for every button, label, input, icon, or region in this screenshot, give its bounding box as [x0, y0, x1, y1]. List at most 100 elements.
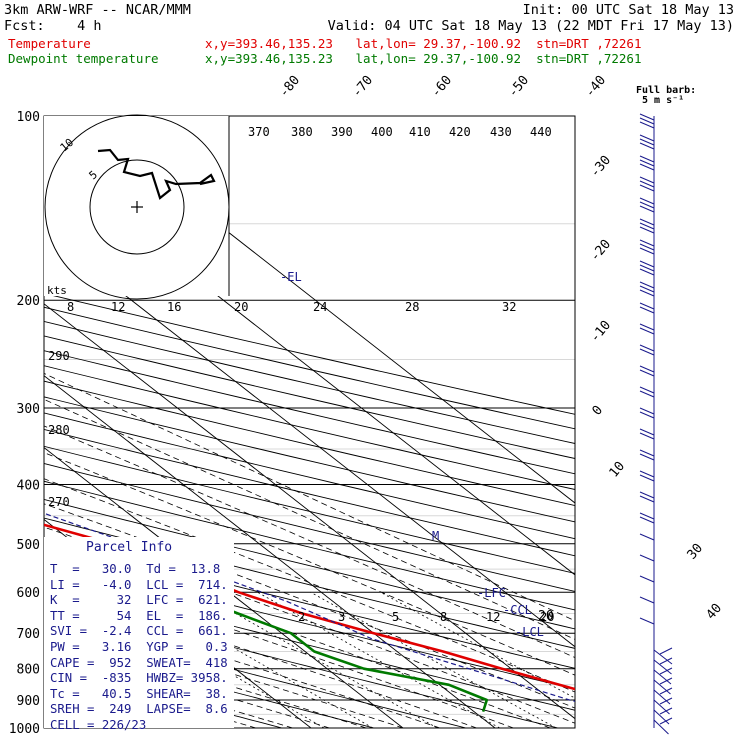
wind-barb: [639, 218, 655, 226]
wind-barb: [639, 323, 655, 331]
moist-adiabat: [44, 601, 440, 728]
wind-barb: [639, 243, 655, 251]
hodo-speed-label: 20: [234, 300, 248, 314]
wind-barb-low: [653, 649, 673, 665]
mixing-ratio-label: 5: [392, 610, 399, 624]
dry-adiabat: [44, 306, 575, 430]
temperature-legend: Temperature: [8, 36, 91, 51]
wind-barb: [639, 239, 655, 247]
isobar-label: 200: [17, 294, 40, 309]
dewpoint-location: x,y=393.46,135.23 lat,lon= 29.37,-100.92…: [205, 51, 642, 66]
theta-label: 430: [490, 125, 512, 139]
isotherm-line: [44, 231, 575, 648]
mixing-ratio-label: 20: [540, 610, 554, 624]
isotherm-label: -70: [350, 73, 377, 101]
theta-label: 440: [530, 125, 552, 139]
isobar-label: 800: [17, 663, 40, 678]
wind-barb: [639, 289, 655, 297]
mixing-ratio-label: 12: [486, 610, 500, 624]
wind-barb: [639, 596, 655, 604]
wind-barb: [639, 260, 655, 268]
wind-barb: [639, 134, 655, 142]
theta-label: 400: [371, 125, 393, 139]
parcel-info-row: TT = 54 EL = 186.: [50, 608, 228, 623]
valid-time: Valid: 04 UTC Sat 18 May 13 (22 MDT Fri …: [327, 18, 734, 34]
wind-barb: [639, 474, 655, 482]
wind-barb-low: [659, 697, 673, 705]
wind-barb: [639, 554, 655, 562]
wind-barb: [639, 365, 655, 373]
wind-barb: [639, 247, 655, 255]
wind-barb: [639, 516, 655, 524]
wind-barb: [639, 159, 655, 167]
mixing-ratio-label: 3: [338, 610, 345, 624]
mixing-ratio-label: 2: [298, 610, 305, 624]
wind-barb: [639, 512, 655, 520]
theta-label: 370: [248, 125, 270, 139]
wind-barb-low: [653, 659, 672, 675]
theta-left-label: 270: [48, 495, 70, 509]
wind-barb: [639, 449, 655, 457]
moist-adiabat: [44, 425, 575, 658]
plot-frame: [43, 115, 576, 729]
wind-barb: [639, 201, 655, 209]
wind-barb: [639, 163, 655, 171]
theta-label: 380: [291, 125, 313, 139]
wind-barb: [639, 533, 655, 541]
wind-barb: [639, 138, 655, 146]
wind-barb: [639, 205, 655, 213]
wind-barb: [639, 226, 655, 234]
dry-adiabat: [44, 350, 575, 475]
wind-barb: [639, 453, 655, 461]
wind-barb-low: [659, 667, 673, 675]
wind-barb-low: [659, 647, 673, 655]
isotherm-label: -40: [583, 73, 610, 101]
hodo-ring-inner: [89, 159, 185, 255]
isotherm-label: 40: [704, 601, 726, 623]
lcl-marker: -LCL: [515, 625, 544, 639]
moist-adiabat: [44, 452, 575, 676]
wind-barb: [639, 575, 655, 583]
parcel-info-row: CELL = 226/23: [50, 718, 147, 732]
dry-adiabat: [44, 463, 575, 592]
wind-barb: [639, 470, 655, 478]
wind-barb: [639, 117, 655, 125]
dewpoint-profile: [44, 539, 489, 712]
wind-barb-low: [653, 719, 669, 735]
wind-barb: [639, 176, 655, 184]
parcel-info-row: K = 32 LFC = 621.: [50, 593, 228, 608]
dewpoint-legend: Dewpoint temperature: [8, 51, 159, 66]
wind-barb: [639, 264, 655, 272]
wind-barb: [639, 302, 655, 310]
wind-barb: [639, 306, 655, 314]
mixing-ratio-line: [91, 591, 325, 728]
isotherm-label: -50: [506, 73, 533, 101]
isotherm-label: 20: [538, 609, 554, 624]
wind-barb: [639, 184, 655, 192]
wind-barb: [639, 386, 655, 394]
wind-barb: [639, 285, 655, 293]
isobar-label: 100: [17, 110, 40, 125]
parcel-info-row: Tc = 40.5 SHEAR= 38.: [50, 686, 228, 701]
barb-legend-line2: 5 m s⁻¹: [642, 95, 685, 106]
parcel-info-row: LI = -4.0 LCL = 714.: [50, 577, 228, 592]
moist-adiabat: [44, 372, 575, 622]
wind-barb: [639, 344, 655, 352]
theta-label: 420: [449, 125, 471, 139]
parcel-info-title: Parcel Info: [86, 540, 173, 555]
wind-barb: [639, 369, 655, 377]
isotherm-label: -80: [277, 73, 304, 101]
wind-barb: [639, 428, 655, 436]
lfc-marker: -LFC: [477, 586, 506, 600]
isotherm-label: -10: [588, 318, 615, 346]
hodo-speed-label: 32: [502, 300, 516, 314]
parcel-info-box: Parcel Info T = 30.0 Td = 13.8 LI = -4.0 …: [44, 537, 234, 732]
wind-barb: [639, 268, 655, 276]
wind-barb: [639, 281, 655, 289]
wind-barb: [639, 113, 655, 121]
isotherm-label: 30: [685, 541, 707, 563]
dry-adiabat: [44, 480, 575, 611]
dry-adiabat: [44, 517, 575, 649]
dry-adiabat: [44, 445, 575, 574]
